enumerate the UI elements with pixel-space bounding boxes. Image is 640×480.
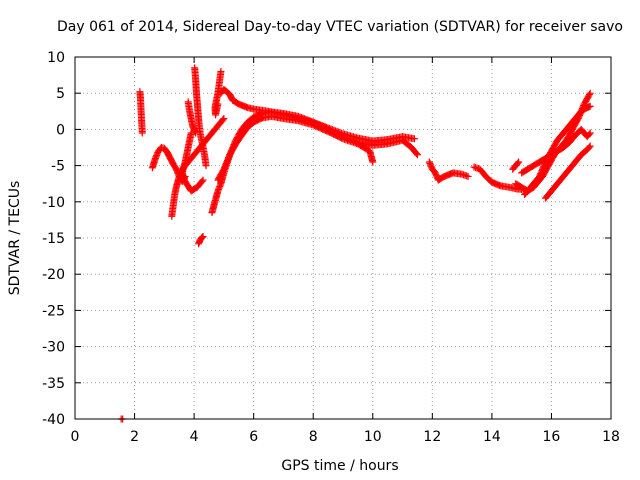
x-tick-label: 12	[423, 429, 441, 445]
y-tick-label: -10	[42, 195, 65, 211]
data-point-fall-3.9	[198, 177, 206, 185]
data-point-seg-14.8	[514, 159, 522, 167]
grid-lines	[75, 57, 611, 419]
y-tick-label: 5	[56, 86, 65, 102]
data-point-arc-4.6	[412, 150, 420, 158]
x-tick-label: 16	[543, 429, 561, 445]
data-point-blob-4.2	[198, 233, 206, 241]
y-tick-label: 10	[47, 50, 65, 66]
data-point-low-15.8	[585, 143, 593, 151]
data-point-arc-4.6	[413, 151, 421, 159]
y-tick-label: -40	[42, 412, 65, 428]
data-point-top-5	[410, 135, 418, 143]
x-tick-label: 2	[130, 429, 139, 445]
y-tick-label: -35	[42, 376, 65, 392]
data-point-mid-15.5	[586, 102, 594, 110]
y-tick-label: 0	[56, 122, 65, 138]
chart-title: Day 061 of 2014, Sidereal Day-to-day VTE…	[57, 19, 623, 35]
data-point-spike-4.05	[202, 162, 210, 170]
x-tick-label: 10	[364, 429, 382, 445]
data-point-arc-15	[585, 91, 593, 99]
data-point-arc-15	[586, 89, 594, 97]
data-point-lower-5	[369, 158, 377, 166]
y-tick-label: -5	[51, 159, 65, 175]
data-point-rise-3.3	[220, 115, 228, 123]
x-axis-label: GPS time / hours	[281, 458, 398, 474]
x-tick-label: 8	[309, 429, 318, 445]
data-point-seg-15-low	[586, 129, 594, 137]
data-point-rise-3.3	[219, 116, 227, 124]
x-tick-label: 14	[483, 429, 501, 445]
x-tick-label: 18	[602, 429, 620, 445]
y-tick-label: -15	[42, 231, 65, 247]
data-point-spike-4.8	[214, 100, 222, 108]
data-point-blob-4.2	[198, 234, 206, 242]
y-tick-label: -30	[42, 340, 65, 356]
x-tick-label: 4	[190, 429, 199, 445]
data-point-blob-4.2	[199, 233, 207, 241]
y-tick-label: -25	[42, 303, 65, 319]
x-tick-label: 0	[71, 429, 80, 445]
y-tick-label: -20	[42, 267, 65, 283]
data-points	[117, 64, 594, 423]
x-tick-label: 6	[249, 429, 258, 445]
data-point-seg-15-low	[585, 130, 593, 138]
data-point-fall-3.9	[199, 176, 207, 184]
data-point-spike-2.2	[138, 129, 146, 137]
data-point-seg-14.8	[515, 158, 523, 166]
data-point-seg-12	[464, 172, 472, 180]
data-point-low-15.8	[586, 142, 594, 150]
axis-ticks: 0 2 4 6 8 10 12 14 16 18 10 5 0 -5 -10 -15 -20 -25 -30 -35 -…	[42, 50, 620, 445]
y-axis-label: SDTVAR / TECUs	[7, 181, 23, 296]
